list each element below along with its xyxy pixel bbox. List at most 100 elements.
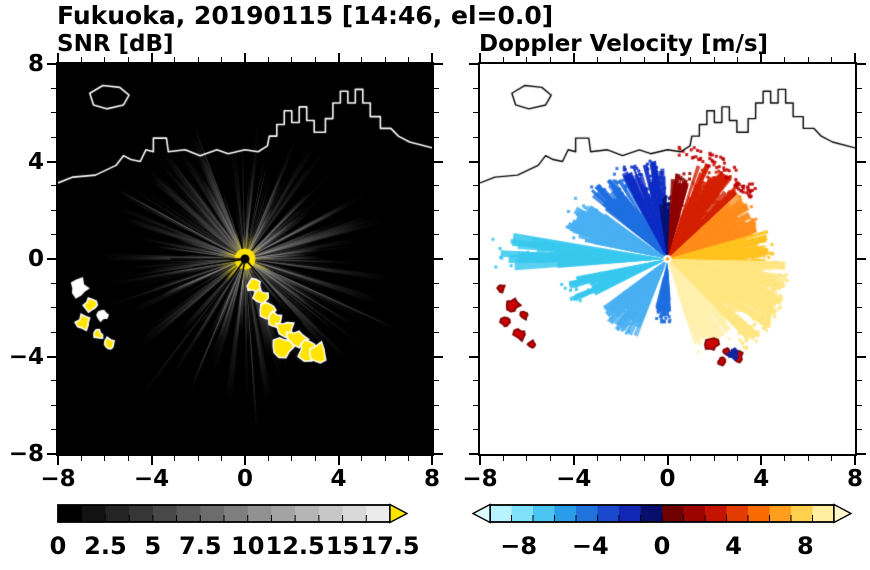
axis-tick bbox=[857, 429, 862, 431]
axis-tick bbox=[620, 456, 622, 461]
axis-tick bbox=[431, 53, 433, 62]
axis-tick bbox=[502, 456, 504, 461]
axis-tick bbox=[469, 258, 478, 260]
colorbar-tick-label: 2.5 bbox=[84, 532, 127, 560]
axis-tick bbox=[434, 185, 439, 187]
x-tick-label: 8 bbox=[423, 466, 441, 492]
axis-tick bbox=[857, 87, 862, 89]
axis-tick bbox=[572, 456, 575, 465]
axis-tick bbox=[857, 331, 862, 333]
axis-tick bbox=[737, 456, 739, 461]
axis-tick bbox=[434, 282, 439, 284]
axis-tick bbox=[690, 456, 692, 461]
colorbar-tick-label: 4 bbox=[725, 532, 743, 560]
axis-tick bbox=[434, 258, 443, 260]
colorbar-tick-label: 15 bbox=[325, 532, 360, 560]
axis-tick bbox=[434, 453, 443, 455]
axis-tick bbox=[47, 160, 56, 163]
x-tick-label: 8 bbox=[846, 466, 864, 492]
axis-tick bbox=[469, 453, 478, 455]
x-tick-label: 0 bbox=[659, 466, 676, 492]
axis-tick bbox=[857, 63, 866, 65]
y-tick-label: −4 bbox=[8, 343, 44, 370]
axis-tick bbox=[337, 456, 340, 465]
axis-tick bbox=[314, 456, 316, 461]
axis-tick bbox=[150, 456, 153, 465]
axis-tick bbox=[47, 258, 56, 260]
axis-tick bbox=[434, 429, 439, 431]
axis-tick bbox=[47, 355, 56, 358]
axis-tick bbox=[857, 185, 862, 187]
colorbar-tick-label: 0 bbox=[653, 532, 671, 560]
y-tick-label: 0 bbox=[27, 246, 44, 272]
axis-tick bbox=[469, 160, 478, 163]
colorbar-tick-label: 12.5 bbox=[265, 532, 325, 560]
y-tick-label: 8 bbox=[27, 51, 44, 77]
axis-tick bbox=[596, 456, 598, 461]
axis-tick bbox=[434, 404, 439, 406]
axis-tick bbox=[526, 456, 528, 461]
axis-tick bbox=[857, 112, 862, 114]
figure-title: Fukuoka, 20190115 [14:46, el=0.0] bbox=[57, 1, 554, 30]
colorbar-tick-label: 8 bbox=[796, 532, 814, 560]
axis-tick bbox=[469, 63, 478, 65]
axis-tick bbox=[337, 53, 340, 62]
axis-tick bbox=[854, 456, 856, 465]
colorbar-tick-label: 10 bbox=[231, 532, 265, 560]
x-tick-label: 4 bbox=[330, 466, 347, 492]
doppler-plot bbox=[478, 62, 857, 456]
x-tick-label: −4 bbox=[556, 466, 592, 492]
axis-tick bbox=[434, 380, 439, 382]
axis-tick bbox=[434, 160, 443, 163]
axis-tick bbox=[434, 87, 439, 89]
snr-colorbar bbox=[57, 503, 409, 524]
axis-tick bbox=[127, 456, 129, 461]
axis-tick bbox=[291, 456, 293, 461]
axis-tick bbox=[434, 307, 439, 309]
x-tick-label: 0 bbox=[236, 466, 254, 492]
snr-plot-canvas bbox=[58, 64, 432, 454]
axis-tick bbox=[784, 456, 786, 461]
doppler-colorbar bbox=[471, 503, 853, 524]
axis-tick bbox=[857, 355, 866, 358]
axis-tick bbox=[857, 160, 866, 163]
axis-tick bbox=[104, 456, 106, 461]
axis-tick bbox=[643, 456, 645, 461]
axis-tick bbox=[244, 53, 246, 62]
axis-tick bbox=[857, 282, 862, 284]
axis-tick bbox=[80, 456, 82, 461]
axis-tick bbox=[57, 456, 59, 465]
x-tick-label: −8 bbox=[462, 466, 498, 492]
x-tick-label: −4 bbox=[133, 466, 170, 492]
snr-plot bbox=[56, 62, 434, 456]
axis-tick bbox=[469, 355, 478, 358]
axis-tick bbox=[434, 209, 439, 211]
doppler-panel-title: Doppler Velocity [m/s] bbox=[479, 31, 769, 57]
axis-tick bbox=[666, 456, 669, 465]
axis-tick bbox=[807, 456, 809, 461]
axis-tick bbox=[174, 456, 176, 461]
axis-tick bbox=[857, 380, 862, 382]
y-tick-label: 4 bbox=[27, 148, 44, 175]
axis-tick bbox=[857, 258, 866, 260]
axis-tick bbox=[857, 136, 862, 138]
snr-panel-title: SNR [dB] bbox=[57, 31, 174, 57]
colorbar-tick-label: 0 bbox=[49, 532, 67, 560]
axis-tick bbox=[854, 53, 856, 62]
axis-tick bbox=[384, 456, 386, 461]
axis-tick bbox=[831, 456, 833, 461]
axis-tick bbox=[244, 456, 246, 465]
axis-tick bbox=[857, 453, 866, 455]
axis-tick bbox=[408, 456, 410, 461]
axis-tick bbox=[857, 404, 862, 406]
colorbar-tick-label: 5 bbox=[144, 532, 162, 560]
colorbar-tick-label: 17.5 bbox=[360, 532, 420, 560]
axis-tick bbox=[434, 234, 439, 236]
axis-tick bbox=[479, 456, 481, 465]
doppler-plot-canvas bbox=[480, 64, 855, 454]
axis-tick bbox=[760, 456, 763, 465]
axis-tick bbox=[434, 331, 439, 333]
axis-tick bbox=[857, 307, 862, 309]
axis-tick bbox=[857, 209, 862, 211]
